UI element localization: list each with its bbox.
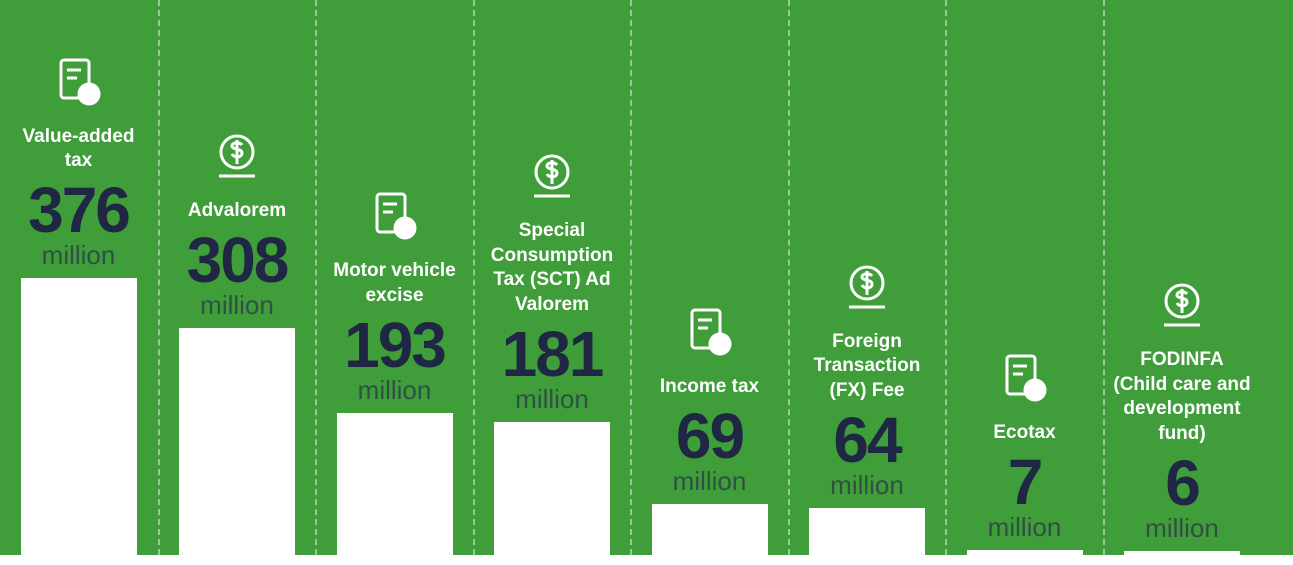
category-label: Ecotax — [993, 422, 1056, 444]
column: Foreign Transaction (FX) Fee 64 million — [787, 0, 945, 555]
icon — [839, 259, 895, 320]
category-label: Value-added tax — [22, 125, 135, 172]
value-label: 7 — [1007, 445, 1044, 518]
icon — [524, 148, 580, 209]
category-label: Advalorem — [187, 200, 287, 222]
value-label: 69 — [675, 400, 745, 473]
unit-label: million — [830, 469, 904, 500]
value-label: 6 — [1165, 446, 1201, 519]
unit-label: million — [515, 383, 589, 414]
column: Ecotax 7 million — [945, 0, 1102, 555]
icon — [1154, 277, 1210, 338]
unit-label: million — [200, 290, 274, 321]
category-label: Income tax — [659, 376, 760, 398]
unit-label: million — [987, 511, 1062, 542]
column: Income tax 69 million — [630, 0, 787, 555]
bar — [494, 421, 610, 555]
icon — [997, 350, 1053, 411]
column: Value-added tax 376 million — [0, 0, 157, 555]
column: FODINFA (Child care and development fund… — [1102, 0, 1260, 555]
category-label: FODINFA (Child care and development fund… — [1113, 348, 1251, 444]
column: Advalorem 308 million — [157, 0, 315, 555]
bar — [20, 278, 137, 555]
value-label: 181 — [501, 317, 605, 390]
value-label: 64 — [833, 403, 902, 476]
category-label: Foreign Transaction (FX) Fee — [813, 330, 921, 402]
column: Special Consumption Tax (SCT) Ad Valorem… — [472, 0, 630, 555]
unit-label: million — [672, 466, 747, 497]
unit-label: million — [41, 240, 116, 270]
value-label: 308 — [186, 224, 290, 297]
bar — [336, 412, 453, 555]
value-label: 193 — [344, 308, 447, 381]
category-label: Special Consumption Tax (SCT) Ad Valorem — [490, 219, 614, 315]
icon — [51, 54, 107, 115]
icon — [209, 128, 265, 189]
bar — [1124, 550, 1240, 555]
bar — [179, 328, 295, 555]
bar — [966, 549, 1083, 555]
column: Motor vehicle excise 193 million — [315, 0, 472, 555]
value-label: 376 — [28, 174, 131, 246]
unit-label: million — [1145, 512, 1219, 543]
category-label: Motor vehicle excise — [333, 260, 456, 307]
unit-label: million — [357, 374, 432, 405]
icon — [367, 188, 423, 249]
bar — [651, 504, 768, 555]
icon — [682, 304, 738, 365]
bar — [809, 507, 925, 555]
